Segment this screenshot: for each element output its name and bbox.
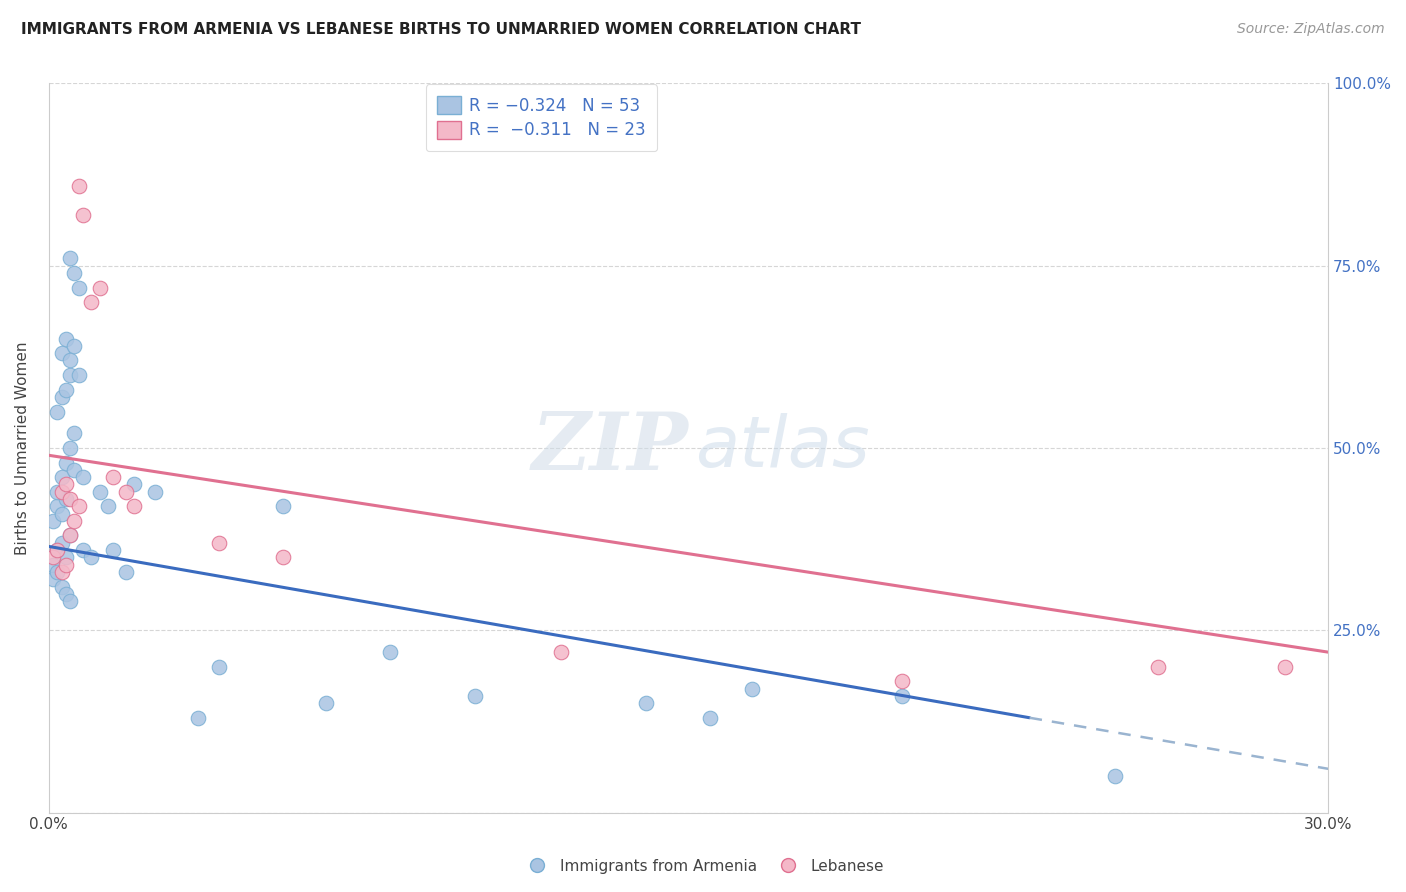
Point [890,674,912,689]
Point [51,565,73,579]
Point [42,514,65,528]
Point [63,266,86,280]
Point [63,463,86,477]
Point [51,535,73,549]
Point [51,346,73,360]
Point [63,514,86,528]
Point [59,252,82,266]
Point [46,543,69,558]
Point [72,543,94,558]
Point [42,558,65,572]
Legend: R = −0.324   N = 53, R =  −0.311   N = 23: R = −0.324 N = 53, R = −0.311 N = 23 [426,85,657,151]
Point [55,383,77,397]
Point [46,484,69,499]
Point [67,280,90,294]
Point [42,572,65,586]
Point [72,208,94,222]
Point [51,390,73,404]
Point [46,500,69,514]
Point [464,689,486,703]
Point [1104,769,1126,783]
Y-axis label: Births to Unmarried Women: Births to Unmarried Women [15,342,30,555]
Point [101,543,124,558]
Point [72,470,94,484]
Point [55,558,77,572]
Point [101,470,124,484]
Point [145,484,167,499]
Legend: Immigrants from Armenia, Lebanese: Immigrants from Armenia, Lebanese [516,853,890,880]
Point [550,645,572,659]
Point [55,550,77,565]
Point [122,477,145,491]
Point [271,500,294,514]
Point [51,507,73,521]
Point [46,543,69,558]
Point [89,484,111,499]
Point [59,353,82,368]
Point [97,500,120,514]
Point [114,565,136,579]
Point [55,491,77,506]
Point [51,580,73,594]
Point [51,470,73,484]
Point [80,295,103,310]
Point [46,404,69,418]
Point [51,484,73,499]
Point [271,550,294,565]
Point [378,645,401,659]
Point [55,477,77,491]
Point [89,280,111,294]
Point [59,491,82,506]
Point [890,689,912,703]
Point [1274,659,1296,673]
Point [634,696,657,710]
Point [699,711,721,725]
Text: IMMIGRANTS FROM ARMENIA VS LEBANESE BIRTHS TO UNMARRIED WOMEN CORRELATION CHART: IMMIGRANTS FROM ARMENIA VS LEBANESE BIRT… [21,22,860,37]
Point [46,565,69,579]
Point [55,332,77,346]
Point [122,500,145,514]
Point [187,711,209,725]
Text: Source: ZipAtlas.com: Source: ZipAtlas.com [1237,22,1385,37]
Point [208,659,231,673]
Point [59,368,82,382]
Point [59,594,82,608]
Point [114,484,136,499]
Point [55,587,77,601]
Point [42,550,65,565]
Point [59,441,82,455]
Point [208,535,231,549]
Point [67,500,90,514]
Point [55,456,77,470]
Point [63,339,86,353]
Point [67,178,90,193]
Point [741,681,763,696]
Text: atlas: atlas [695,414,869,483]
Point [59,528,82,542]
Point [80,550,103,565]
Point [67,368,90,382]
Text: ZIP: ZIP [531,409,689,487]
Point [59,528,82,542]
Point [63,426,86,441]
Point [1146,659,1168,673]
Point [315,696,337,710]
